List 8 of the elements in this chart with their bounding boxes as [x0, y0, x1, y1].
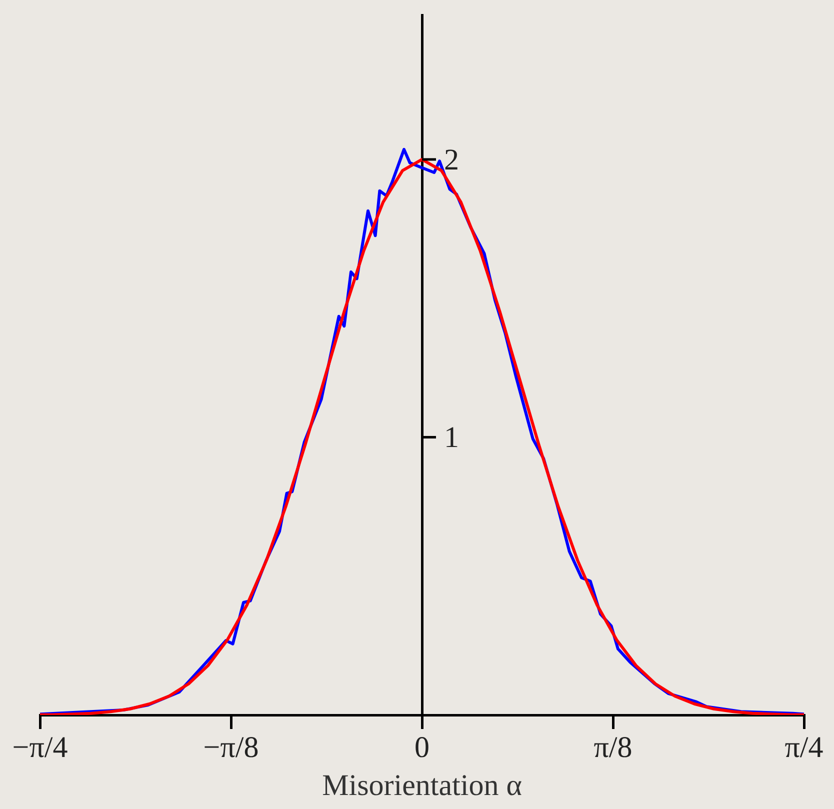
x-axis-title: Misorientation α [322, 768, 522, 802]
x-tick-label: π/8 [594, 730, 632, 764]
y-tick-label: 1 [444, 421, 459, 454]
x-tick-label: 0 [414, 730, 430, 764]
x-tick-label: −π/8 [203, 730, 259, 764]
y-tick-label: 2 [444, 143, 459, 176]
x-tick-label: π/4 [784, 730, 824, 764]
x-tick-label: −π/4 [12, 730, 68, 764]
